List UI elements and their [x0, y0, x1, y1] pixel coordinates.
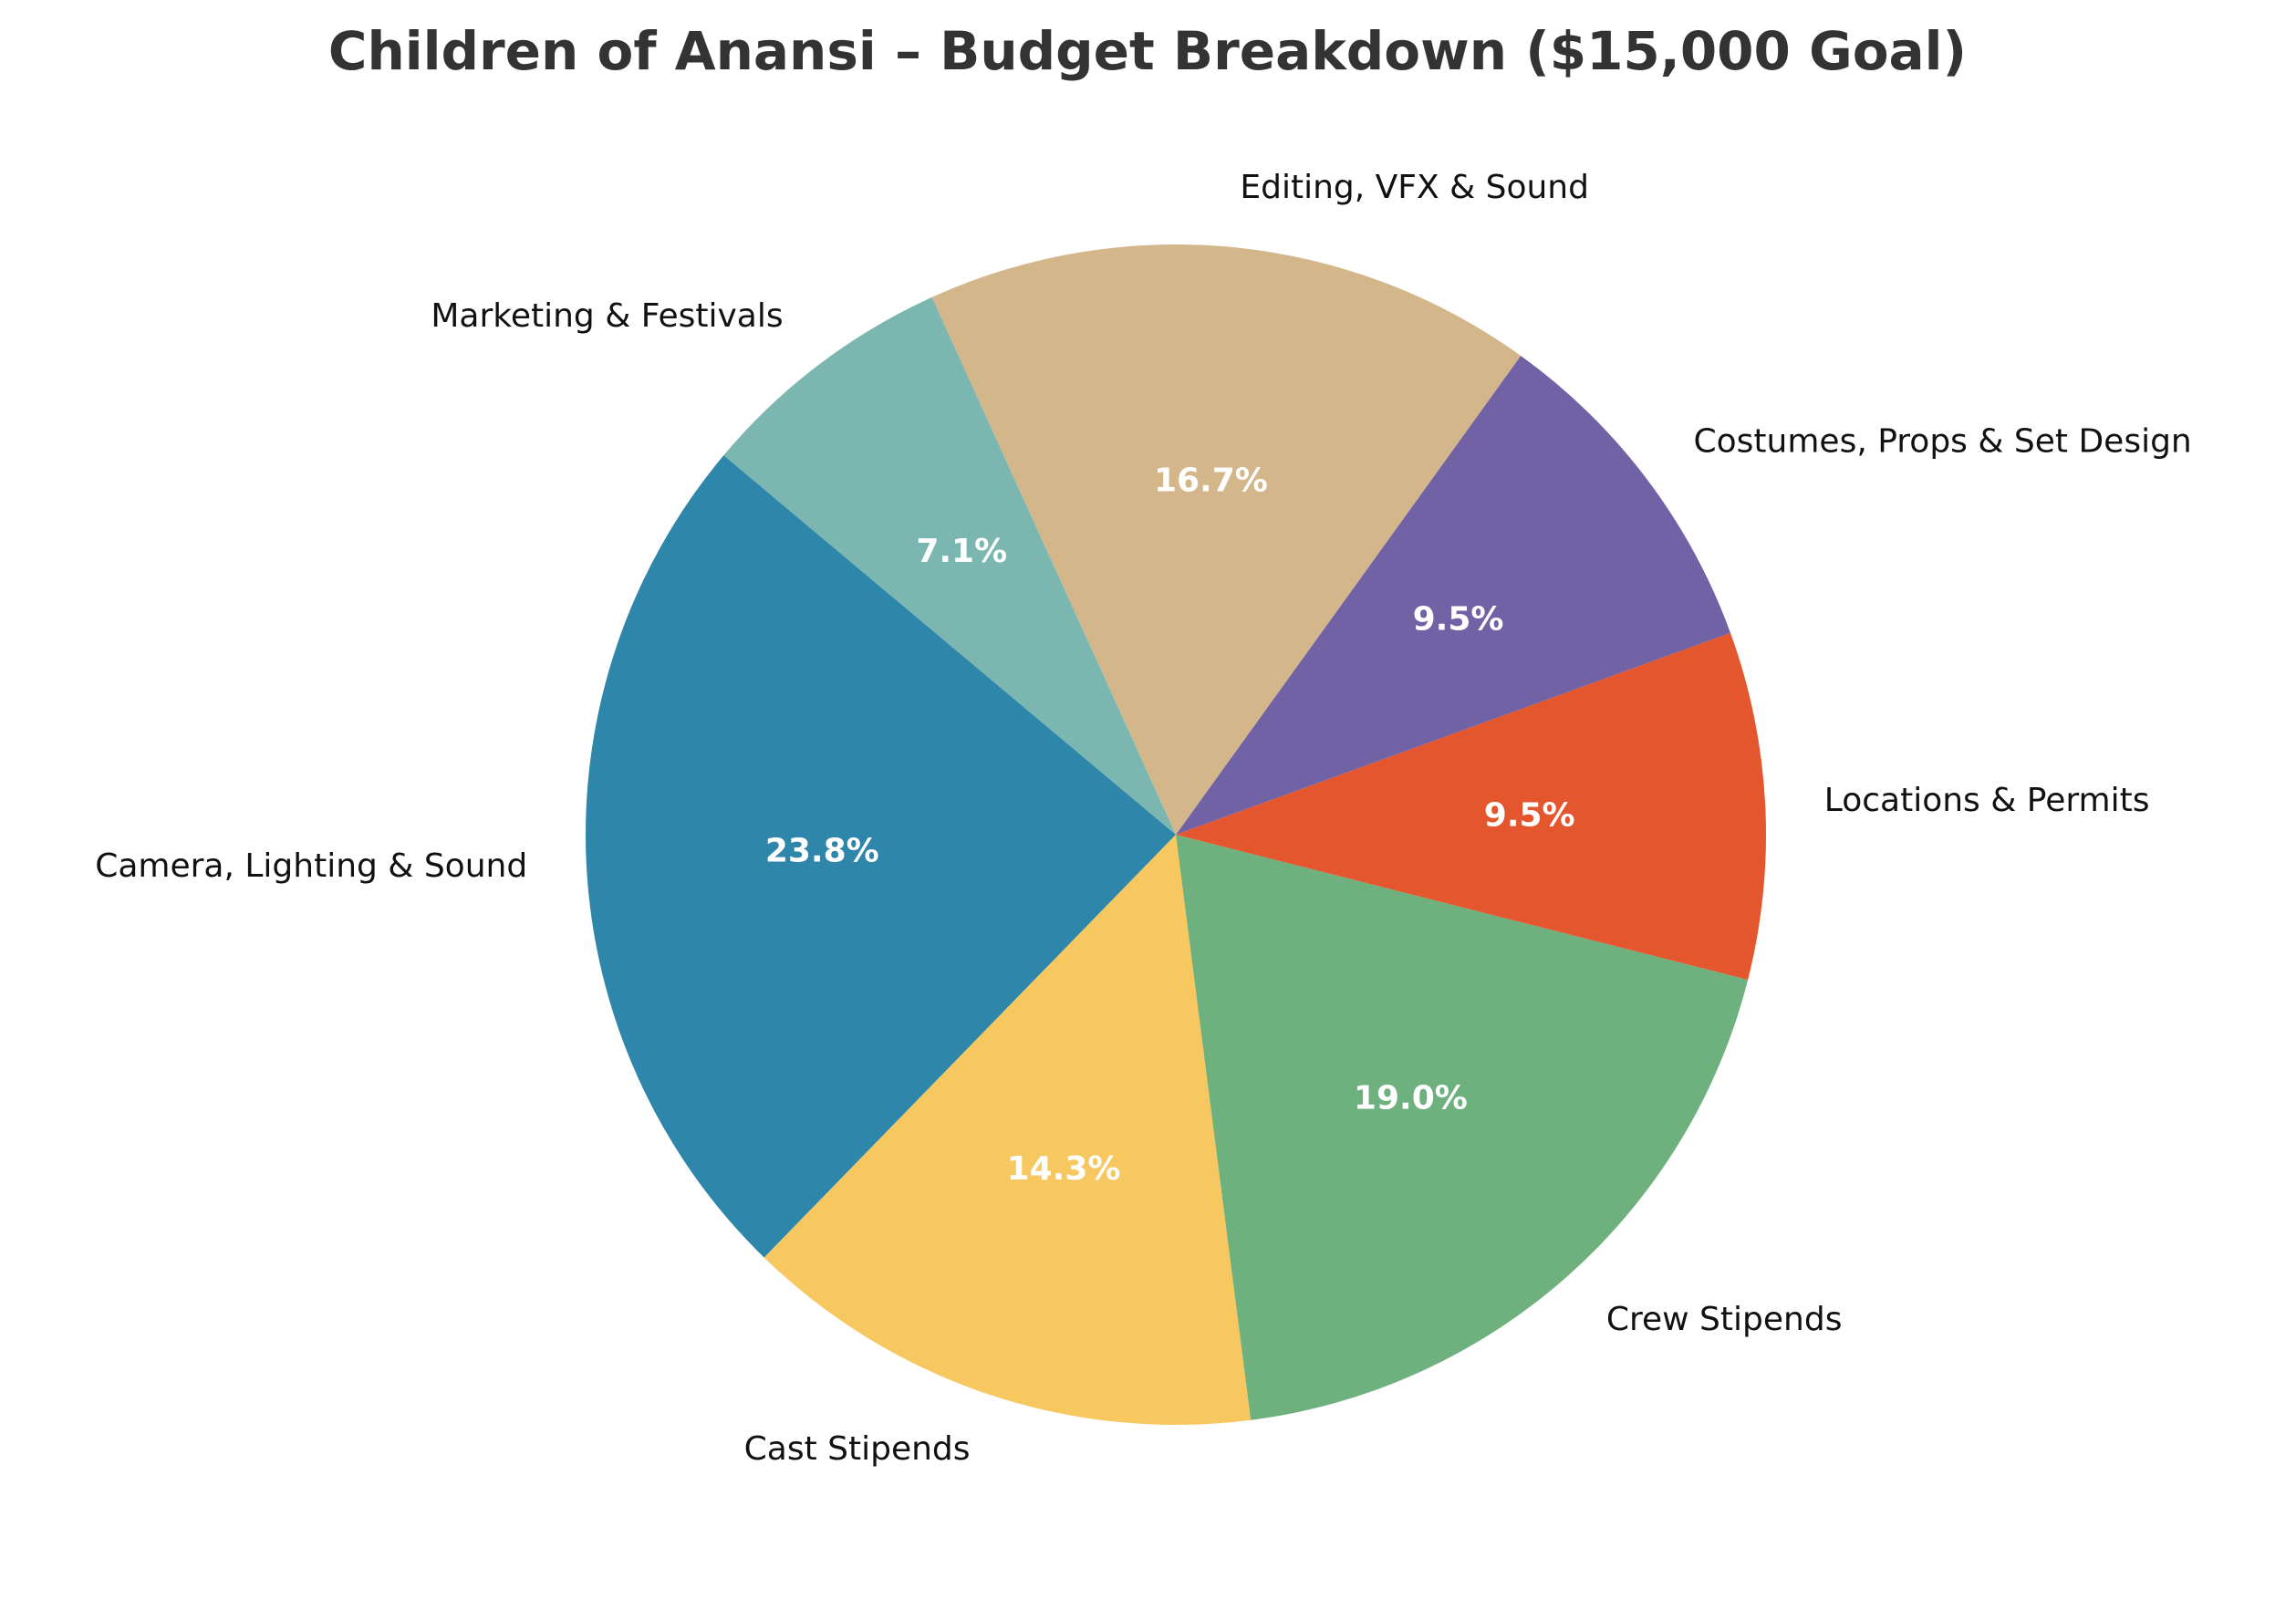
- value-label: 19.0%: [1354, 1080, 1468, 1117]
- value-label: 16.7%: [1154, 462, 1268, 500]
- slice-label: Editing, VFX & Sound: [1240, 169, 1589, 206]
- slice-label: Camera, Lighting & Sound: [95, 847, 527, 885]
- slice-label: Marketing & Festivals: [431, 297, 783, 335]
- slice-label: Cast Stipends: [744, 1430, 971, 1468]
- slice-label: Crew Stipends: [1606, 1301, 1843, 1338]
- pie-slice: [931, 244, 1522, 835]
- value-label: 9.5%: [1484, 796, 1575, 834]
- value-label: 7.1%: [916, 533, 1007, 570]
- pie-slice: [1176, 632, 1766, 981]
- pie-slice: [764, 835, 1252, 1425]
- value-label: 14.3%: [1007, 1150, 1121, 1188]
- value-label: 9.5%: [1413, 601, 1504, 639]
- pie-slice: [1176, 835, 1749, 1420]
- slice-label: Locations & Permits: [1824, 782, 2150, 819]
- pie-slice: [723, 296, 1176, 835]
- pie-slice: [586, 455, 1176, 1258]
- slice-label: Costumes, Props & Set Design: [1694, 423, 2192, 461]
- value-label: 23.8%: [765, 833, 879, 870]
- pie-slice: [1176, 356, 1730, 836]
- chart-title: Children of Anansi – Budget Breakdown ($…: [328, 20, 1967, 82]
